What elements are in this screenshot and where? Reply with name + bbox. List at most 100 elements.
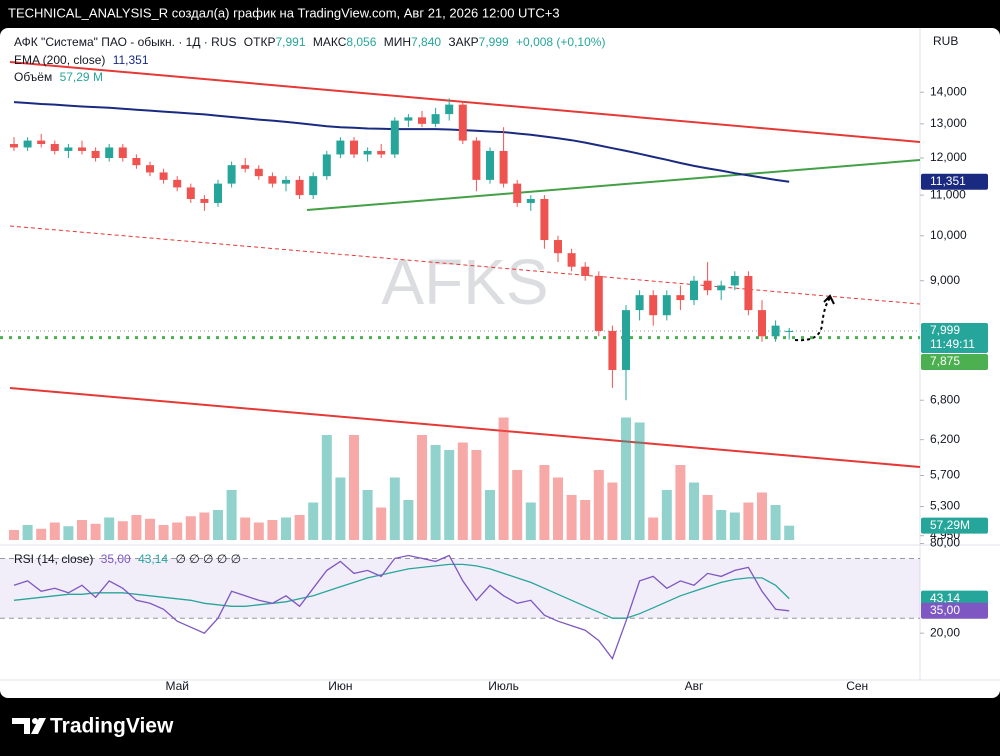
y-tick-label: 9,000	[930, 273, 960, 287]
legend-change: +0,008 (+0,10%)	[516, 35, 606, 49]
volume-bar	[702, 495, 713, 540]
currency: RUB	[933, 34, 958, 48]
candle-body	[404, 117, 413, 121]
candle-body	[567, 253, 576, 267]
volume-bar	[716, 510, 727, 540]
legend-value: 7,840	[411, 35, 442, 49]
legend-value: 7,991	[275, 35, 306, 49]
price-badge	[921, 173, 988, 190]
candle-body	[730, 275, 739, 286]
ema-name: EMA (200, close)	[14, 53, 106, 67]
legend-row: RSI (14, close) 35,00 43,14 ∅ ∅ ∅ ∅ ∅	[14, 552, 245, 566]
price-badge	[921, 602, 988, 619]
volume-bar	[770, 505, 781, 540]
rsi-name: RSI (14, close)	[14, 552, 94, 566]
candle-body	[758, 310, 766, 337]
rsi-band	[0, 558, 920, 619]
candle-body	[608, 330, 617, 370]
price-badge	[921, 353, 988, 370]
candle-body	[377, 150, 386, 155]
volume-bar	[498, 417, 509, 540]
volume-bar	[267, 520, 278, 540]
candle-body	[581, 266, 590, 276]
forecast-arrow	[794, 297, 831, 342]
candle-body	[690, 280, 698, 301]
y-tick-label: 13,000	[930, 116, 967, 130]
volume-bar	[117, 521, 128, 540]
candle-body	[78, 147, 86, 151]
volume-bar	[661, 490, 672, 540]
candle-body	[513, 183, 522, 203]
candle-body	[472, 140, 481, 180]
candle-body	[785, 330, 794, 332]
rsi-value: 35,00	[100, 552, 131, 566]
candle-body	[10, 144, 18, 148]
volume-bar	[77, 520, 87, 540]
trend-line	[9, 61, 921, 143]
volume-bar	[457, 442, 468, 540]
ema-line	[13, 101, 790, 183]
candle-body	[241, 165, 250, 169]
trend-line	[9, 387, 921, 468]
volume-bar	[22, 525, 33, 540]
volume-bar	[729, 512, 740, 540]
candle-body	[200, 199, 209, 203]
candle-body	[118, 147, 127, 158]
ema-value: 11,351	[112, 53, 149, 67]
candle-body	[622, 310, 630, 370]
volume-bar	[9, 530, 19, 540]
rsi-ma-value: 43,14	[138, 552, 169, 566]
volume-bar	[158, 525, 169, 540]
candle-body	[227, 165, 236, 184]
candle-body	[146, 165, 154, 173]
volume-bar	[784, 525, 795, 540]
volume-bar	[253, 522, 264, 540]
volume-bar	[362, 490, 373, 540]
rsi-line	[13, 554, 790, 660]
legend-label: МИН	[383, 35, 412, 49]
candle-body	[173, 179, 182, 188]
volume-bar	[512, 470, 523, 540]
candle-body	[431, 114, 440, 124]
volume-bar	[553, 477, 563, 540]
y-tick-label: 10,000	[930, 228, 967, 242]
volume-bar	[471, 450, 482, 540]
candle-body	[676, 295, 685, 301]
candle-body	[254, 168, 263, 177]
y-tick-label: 5,300	[930, 499, 960, 513]
candle-body	[322, 154, 331, 177]
price-badge	[921, 590, 988, 607]
y-tick-label: 6,800	[930, 392, 960, 406]
volume-name: Объём	[14, 70, 53, 84]
legend-label: МАКС	[312, 35, 347, 49]
volume-bar	[757, 492, 767, 540]
x-tick-label: Сен	[846, 679, 868, 693]
price-badge-label: 35,00	[930, 603, 960, 617]
rsi-placeholders: ∅ ∅ ∅ ∅ ∅	[175, 552, 242, 566]
price-badge-label: 43,14	[930, 591, 960, 605]
volume-bar	[485, 490, 495, 540]
candle-body	[363, 150, 372, 155]
top-bar: TECHNICAL_ANALYSIS_R создал(а) график на…	[8, 5, 560, 20]
x-tick-label: Июн	[328, 679, 352, 693]
candle-body	[526, 199, 535, 203]
candle-body	[771, 325, 780, 337]
candle-body	[214, 183, 222, 203]
candle-body	[91, 150, 100, 158]
volume-bar	[675, 465, 686, 540]
volume-bar	[131, 515, 142, 540]
candle-body	[23, 140, 32, 148]
volume-bar	[49, 522, 60, 540]
candle-body	[186, 187, 195, 200]
volume-bar	[621, 417, 631, 540]
candle-body	[105, 147, 114, 158]
volume-bar	[335, 477, 346, 540]
rsi-ma-line	[13, 563, 790, 619]
candle-body	[744, 275, 753, 311]
watermark: AFKS	[381, 246, 548, 318]
candle-body	[350, 140, 358, 155]
logo	[12, 718, 46, 734]
candle-body	[499, 150, 508, 184]
volume-value: 57,29 M	[59, 70, 103, 84]
